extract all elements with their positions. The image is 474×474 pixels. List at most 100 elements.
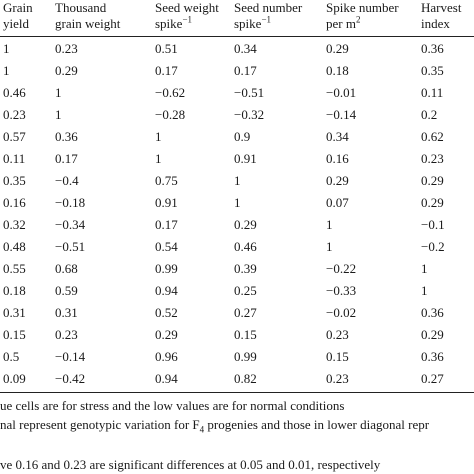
table-cell: 0.35: [3, 173, 26, 188]
table-cell: 0.07: [326, 195, 349, 210]
table-cell: 0.48: [3, 239, 26, 254]
footnote-3: ve 0.16 and 0.23 are significant differe…: [0, 457, 381, 472]
table-cell: 0.18: [3, 283, 26, 298]
header-thousand-grain-weight: Thousand grain weight: [55, 0, 121, 31]
table-cell: 0.51: [155, 41, 178, 56]
table-cell: 0.68: [55, 261, 78, 276]
table-cell: 0.5: [3, 349, 20, 364]
table-cell: 0.94: [155, 371, 178, 386]
table-cell: 0.09: [3, 371, 26, 386]
header-grain-yield: Grain yield: [3, 0, 33, 31]
table-cell: 0.35: [421, 63, 444, 78]
table-cell: 0.31: [3, 305, 26, 320]
table-cell: 0.39: [234, 261, 257, 276]
table-cell: −0.42: [55, 371, 86, 386]
header-rule: [0, 36, 474, 37]
table-cell: 0.46: [3, 85, 26, 100]
header-harvest-index: Harvest index: [421, 0, 462, 31]
table-cell: −0.51: [234, 85, 265, 100]
footnote-2: nal represent genotypic variation for F4…: [0, 417, 430, 435]
table-cell: 0.29: [234, 217, 257, 232]
table-cell: 1: [155, 129, 162, 144]
table-row: 0.15 0.23 0.29 0.15 0.23 0.29: [0, 325, 474, 344]
table-row: 0.11 0.17 1 0.91 0.16 0.23: [0, 149, 474, 168]
table-row: 0.57 0.36 1 0.9 0.34 0.62: [0, 127, 474, 146]
table-cell: 0.27: [421, 371, 444, 386]
table-row: 0.09 −0.42 0.94 0.82 0.23 0.27: [0, 369, 474, 388]
table-cell: 0.91: [234, 151, 257, 166]
table-row: 0.35 −0.4 0.75 1 0.29 0.29: [0, 171, 474, 190]
table-cell: −0.28: [155, 107, 186, 122]
table-cell: 0.29: [421, 327, 444, 342]
table-row: 0.46 1 −0.62 −0.51 −0.01 0.11: [0, 83, 474, 102]
table-cell: 0.29: [326, 41, 349, 56]
table-cell: 0.99: [234, 349, 257, 364]
table-cell: 0.9: [234, 129, 251, 144]
table-cell: 0.23: [421, 151, 444, 166]
header-spike-number-per-m2: Spike number per m2: [326, 0, 399, 31]
table-cell: 0.11: [421, 85, 444, 100]
table-row: 0.16 −0.18 0.91 1 0.07 0.29: [0, 193, 474, 212]
table-cell: 0.75: [155, 173, 178, 188]
table-row: 0.48 −0.51 0.54 0.46 1 −0.2: [0, 237, 474, 256]
table-cell: 0.59: [55, 283, 78, 298]
table-cell: 0.57: [3, 129, 26, 144]
table-cell: 0.15: [234, 327, 257, 342]
table-cell: −0.62: [155, 85, 186, 100]
table-cell: −0.14: [55, 349, 86, 364]
table-cell: 0.17: [155, 217, 178, 232]
table-cell: 0.31: [55, 305, 78, 320]
footnote-1: ue cells are for stress and the low valu…: [0, 398, 345, 413]
table-cell: 0.36: [421, 305, 444, 320]
table-cell: −0.02: [326, 305, 357, 320]
table-cell: 0.23: [326, 371, 349, 386]
table-cell: 0.17: [155, 63, 178, 78]
table-cell: 1: [421, 283, 428, 298]
table-cell: 0.15: [3, 327, 26, 342]
table-cell: 0.29: [421, 173, 444, 188]
table-cell: 0.29: [421, 195, 444, 210]
table-cell: 1: [3, 41, 10, 56]
table-row: 1 0.23 0.51 0.34 0.29 0.36: [0, 39, 474, 58]
table-cell: 1: [326, 217, 333, 232]
table-row: 1 0.29 0.17 0.17 0.18 0.35: [0, 61, 474, 80]
table-cell: −0.1: [421, 217, 445, 232]
table-cell: 0.99: [155, 261, 178, 276]
header-seed-number-spike: Seed number spike−1: [234, 0, 303, 31]
table-cell: −0.51: [55, 239, 86, 254]
table-cell: 0.46: [234, 239, 257, 254]
table-cell: 0.82: [234, 371, 257, 386]
table-cell: 0.96: [155, 349, 178, 364]
table-cell: 0.34: [326, 129, 349, 144]
table-cell: −0.34: [55, 217, 86, 232]
table-cell: 0.16: [326, 151, 349, 166]
table-cell: 0.36: [421, 41, 444, 56]
table-cell: 0.23: [55, 327, 78, 342]
table-cell: 0.15: [326, 349, 349, 364]
table-row: 0.23 1 −0.28 −0.32 −0.14 0.2: [0, 105, 474, 124]
table-cell: 0.29: [326, 173, 349, 188]
table-cell: −0.14: [326, 107, 357, 122]
table-cell: 0.23: [55, 41, 78, 56]
table-cell: −0.18: [55, 195, 86, 210]
table-cell: 0.23: [3, 107, 26, 122]
table-cell: 0.32: [3, 217, 26, 232]
table-cell: 0.54: [155, 239, 178, 254]
table-cell: −0.33: [326, 283, 357, 298]
table-cell: 0.94: [155, 283, 178, 298]
table-cell: 0.52: [155, 305, 178, 320]
table-cell: 0.34: [234, 41, 257, 56]
table-cell: 0.2: [421, 107, 438, 122]
table-row: 0.5 −0.14 0.96 0.99 0.15 0.36: [0, 347, 474, 366]
table-cell: −0.2: [421, 239, 445, 254]
bottom-rule: [0, 392, 474, 393]
table-cell: 0.62: [421, 129, 444, 144]
header-seed-weight-spike: Seed weight spike−1: [155, 0, 219, 31]
table-cell: 1: [155, 151, 162, 166]
table-cell: 0.29: [155, 327, 178, 342]
table-row: 0.32 −0.34 0.17 0.29 1 −0.1: [0, 215, 474, 234]
table-cell: −0.22: [326, 261, 357, 276]
table-cell: 0.55: [3, 261, 26, 276]
table-cell: 0.36: [421, 349, 444, 364]
table-cell: −0.4: [55, 173, 79, 188]
